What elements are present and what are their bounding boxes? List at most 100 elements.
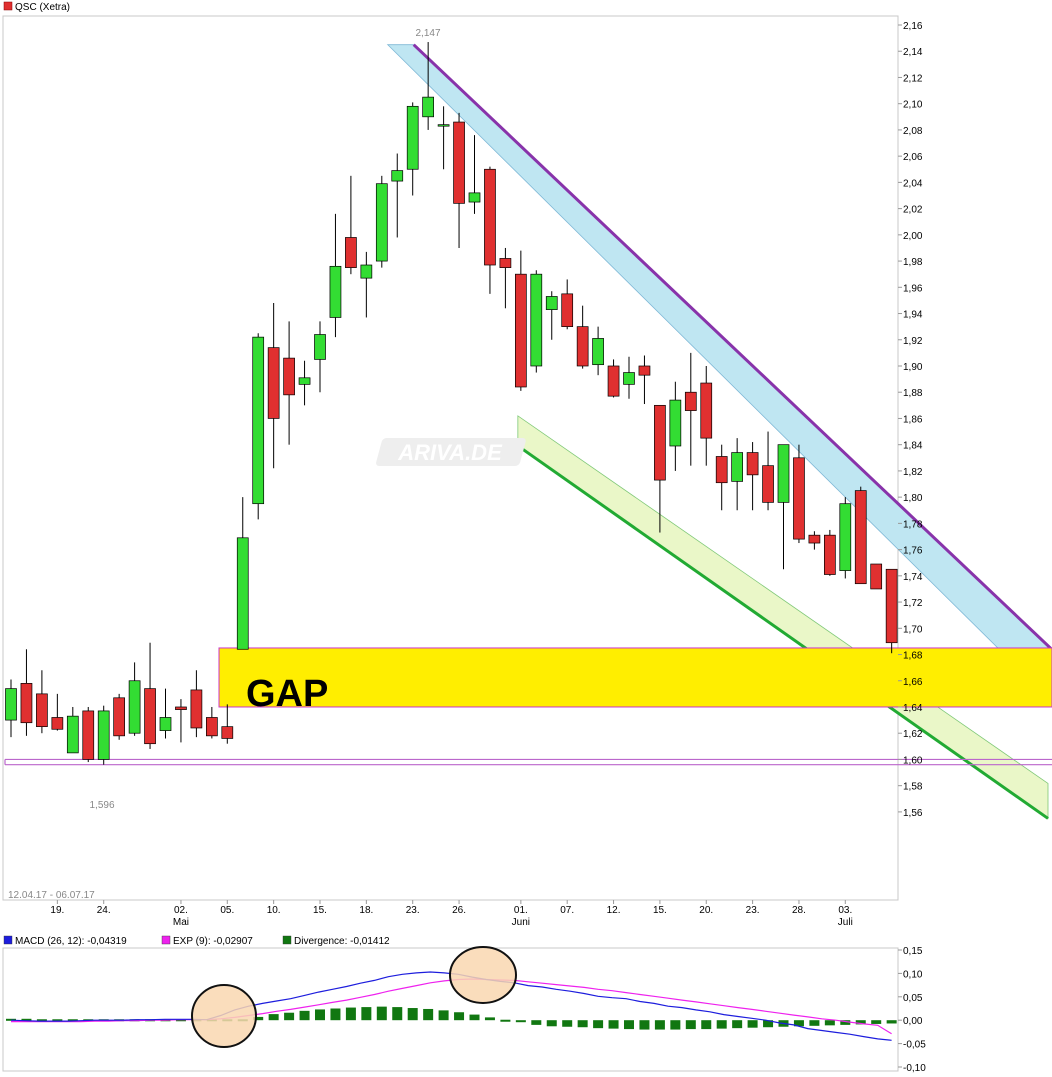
candle: [51, 693, 64, 731]
candle-body-down: [283, 357, 295, 396]
macd-y-tick-label: -0,10: [903, 1063, 926, 1074]
candle-body-down: [36, 693, 48, 728]
date-range: 12.04.17 - 06.07.17: [8, 890, 95, 901]
candle-body-up: [545, 296, 558, 310]
candle-body-down: [190, 689, 203, 729]
candle-body-down: [700, 382, 713, 439]
x-tick-label: 05.: [220, 905, 234, 916]
candle-body-up: [422, 96, 434, 118]
x-tick-label: 23.: [746, 905, 760, 916]
divergence-bar: [886, 1020, 897, 1024]
candle: [669, 381, 682, 471]
divergence-bar: [407, 1008, 418, 1021]
candle: [808, 531, 821, 550]
candle: [298, 360, 311, 406]
candle-body-down: [576, 326, 589, 367]
divergence-bar: [515, 1020, 526, 1023]
x-tick-label: 07.: [560, 905, 574, 916]
y-tick-label: 2,12: [903, 73, 923, 84]
y-tick-label: 2,02: [903, 205, 923, 216]
candle-body-down: [82, 710, 95, 760]
candle: [159, 688, 172, 739]
y-tick-label: 1,58: [903, 782, 923, 793]
candle: [437, 106, 450, 170]
y-tick-label: 1,92: [903, 336, 923, 347]
max-label: 2,147: [415, 28, 440, 39]
candle: [746, 442, 759, 511]
macd-panel: MACD (26, 12): -0,04319 EXP (9): -0,02907…: [2, 935, 926, 1074]
candle: [267, 303, 280, 469]
macd-legend-swatch: [161, 935, 171, 945]
candle: [870, 563, 883, 590]
candle: [66, 706, 79, 754]
crossover-circle-1: [191, 984, 257, 1048]
candle-body-down: [144, 688, 156, 745]
divergence-bar: [52, 1019, 63, 1022]
macd-y-tick-label: 0,10: [903, 969, 923, 980]
candle-body-up: [592, 338, 604, 366]
divergence-bar: [824, 1020, 835, 1026]
divergence-bar: [284, 1012, 295, 1021]
candle-body-up: [314, 334, 326, 360]
candle-body-down: [823, 534, 836, 575]
divergence-bar: [6, 1018, 16, 1021]
candle: [97, 705, 110, 765]
gap-rect: [218, 647, 1052, 708]
candle: [5, 679, 17, 738]
divergence-bar: [732, 1020, 743, 1029]
candle-body-down: [638, 365, 651, 376]
candle-body-up: [669, 399, 682, 447]
candle: [839, 497, 852, 579]
divergence-bar: [716, 1020, 727, 1029]
candle: [221, 704, 234, 744]
divergence-bar: [315, 1009, 325, 1021]
y-tick-label: 1,76: [903, 546, 923, 557]
watermark-text: ARIVA.DE: [397, 440, 503, 465]
price-y-axis: 2,16 2,14 2,12 2,10 2,08 2,06 2,04 2,02 2,00 1,98…: [898, 21, 923, 819]
candle-body-down: [870, 563, 883, 590]
x-tick-label: 23.: [406, 905, 420, 916]
y-tick-label: 1,94: [903, 310, 923, 321]
y-tick-label: 1,96: [903, 283, 923, 294]
watermark-logo: ARIVA.DE: [376, 438, 526, 466]
divergence-bar: [469, 1014, 480, 1021]
candle-body-up: [360, 264, 373, 279]
candle-body-down: [514, 273, 527, 388]
candle-body-up: [731, 452, 744, 482]
x-tick-label: 20.: [699, 905, 713, 916]
candle: [406, 102, 419, 196]
crossover-markers: [191, 946, 517, 1048]
divergence-bar: [577, 1020, 588, 1028]
lower-trendline: [516, 444, 1049, 820]
crossover-circle-2: [449, 946, 517, 1004]
y-tick-label: 1,78: [903, 519, 923, 530]
gap-label: GAP: [246, 673, 328, 715]
divergence-bar: [268, 1014, 279, 1021]
candle-body-down: [684, 391, 697, 411]
candle-body-up: [623, 372, 635, 385]
macd-legend-label: EXP (9): -0,02907: [173, 936, 253, 947]
candle-body-up: [252, 336, 265, 505]
candle-body-up: [159, 717, 172, 731]
y-tick-label: 1,64: [903, 703, 923, 714]
divergence-bar: [855, 1020, 866, 1025]
candle: [345, 175, 357, 275]
y-tick-label: 1,56: [903, 808, 923, 819]
upper-channel-band: [386, 44, 1052, 703]
candle-body-down: [607, 365, 620, 397]
candle: [700, 365, 713, 466]
support-line: [4, 758, 1052, 766]
divergence-bar: [747, 1020, 758, 1028]
x-tick-label: 19.: [50, 905, 64, 916]
upper-trendline: [412, 43, 1052, 651]
divergence-bar: [392, 1007, 403, 1021]
candle: [314, 321, 326, 393]
x-tick-sublabel: Juni: [512, 917, 530, 928]
divergence-bar: [593, 1020, 604, 1029]
y-tick-label: 2,08: [903, 126, 923, 137]
candle-body-down: [453, 121, 465, 204]
candle: [206, 706, 218, 739]
legend-title: QSC (Xetra): [15, 2, 70, 13]
y-tick-label: 1,74: [903, 572, 923, 583]
